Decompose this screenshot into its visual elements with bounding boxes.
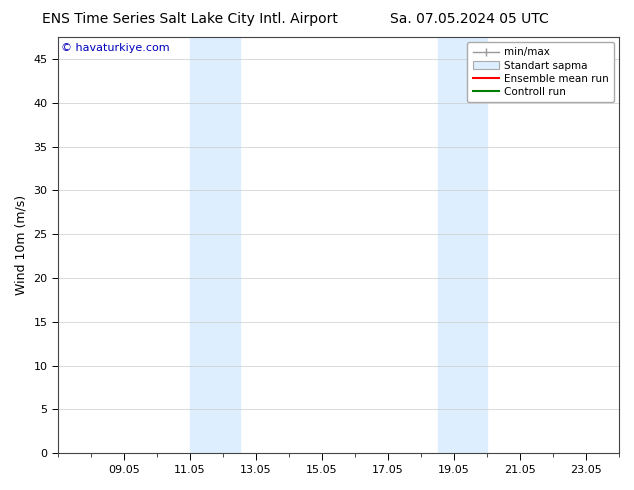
Bar xyxy=(437,37,487,453)
Text: Sa. 07.05.2024 05 UTC: Sa. 07.05.2024 05 UTC xyxy=(390,12,548,26)
Text: © havaturkiye.com: © havaturkiye.com xyxy=(61,43,169,53)
Legend: min/max, Standart sapma, Ensemble mean run, Controll run: min/max, Standart sapma, Ensemble mean r… xyxy=(467,42,614,102)
Text: ENS Time Series Salt Lake City Intl. Airport: ENS Time Series Salt Lake City Intl. Air… xyxy=(42,12,338,26)
Y-axis label: Wind 10m (m/s): Wind 10m (m/s) xyxy=(15,195,28,295)
Bar xyxy=(190,37,240,453)
